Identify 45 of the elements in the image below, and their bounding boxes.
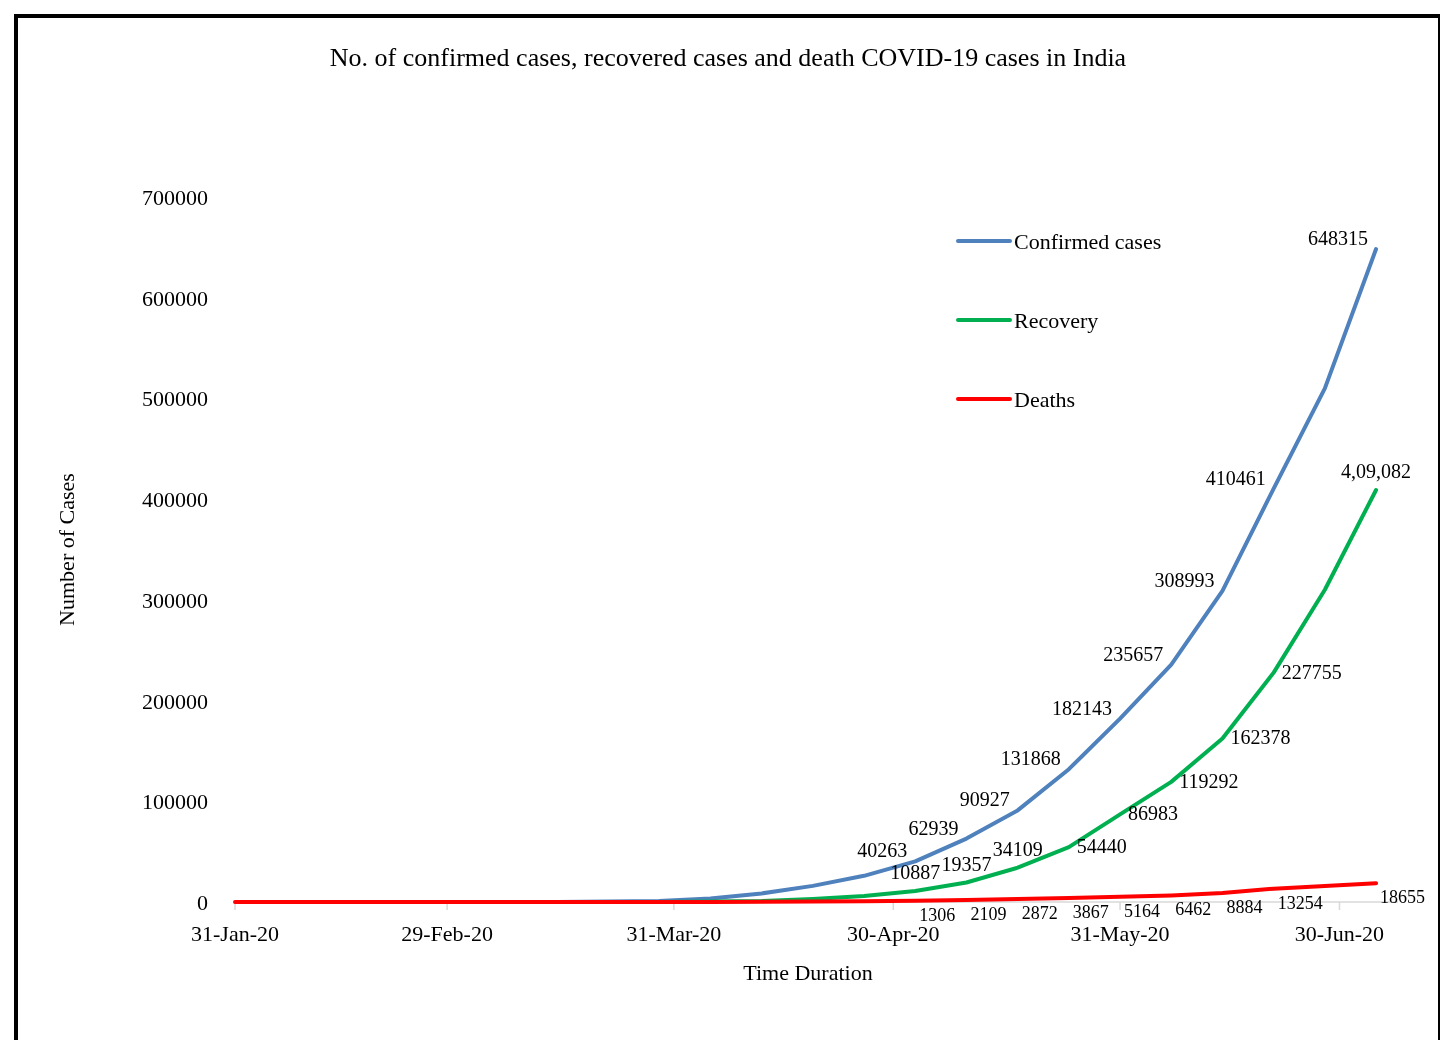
data-label: 86983 [1128,802,1179,825]
y-tick-label: 500000 [142,386,208,412]
x-tick-label: 31-Mar-20 [626,921,722,946]
y-tick-label: 200000 [142,688,208,714]
y-tick-label: 300000 [142,587,208,613]
y-tick-label: 400000 [142,487,208,513]
chart-title: No. of confirmed cases, recovered cases and death COVID-19 cases in India [329,43,1127,72]
data-label: 227755 [1281,660,1342,683]
data-label: 2109 [970,903,1007,924]
data-label: 308993 [1154,568,1215,591]
data-label: 90927 [959,788,1010,811]
y-tick-label: 100000 [142,789,208,815]
data-label: 40263 [857,839,908,862]
x-tick-label: 31-Jan-20 [191,921,279,946]
data-label: 648315 [1308,227,1369,250]
data-label: 2872 [1021,903,1058,924]
data-label: 18655 [1380,887,1426,908]
data-label: 182143 [1052,696,1113,719]
data-label: 131868 [1000,747,1061,770]
legend-label: Recovery [1014,308,1099,333]
data-label: 13254 [1277,892,1323,913]
data-label: 410461 [1205,466,1266,489]
y-axis-title: Number of Cases [54,473,79,626]
legend-label: Deaths [1014,387,1076,412]
data-label: 3867 [1072,902,1109,923]
data-label: 5164 [1124,900,1161,921]
x-tick-label: 30-Jun-20 [1294,921,1385,946]
data-label: 54440 [1076,835,1127,858]
data-label: 235657 [1103,642,1164,665]
y-tick-label: 600000 [142,285,208,311]
data-label: 4,09,082 [1341,460,1412,482]
data-label: 8884 [1226,897,1263,918]
data-label: 6462 [1175,899,1212,920]
legend-label: Confirmed cases [1014,229,1162,254]
data-label: 10887 [890,861,941,884]
x-tick-label: 29-Feb-20 [401,921,493,946]
data-label: 19357 [941,852,992,875]
x-tick-label: 31-May-20 [1070,921,1170,946]
y-tick-label: 700000 [142,185,208,210]
data-label: 119292 [1179,769,1239,792]
data-label: 162378 [1230,726,1291,749]
y-tick-label: 0 [197,890,208,915]
x-axis-title: Time Duration [743,960,873,985]
data-label: 62939 [908,816,959,839]
data-label: 34109 [992,837,1043,860]
